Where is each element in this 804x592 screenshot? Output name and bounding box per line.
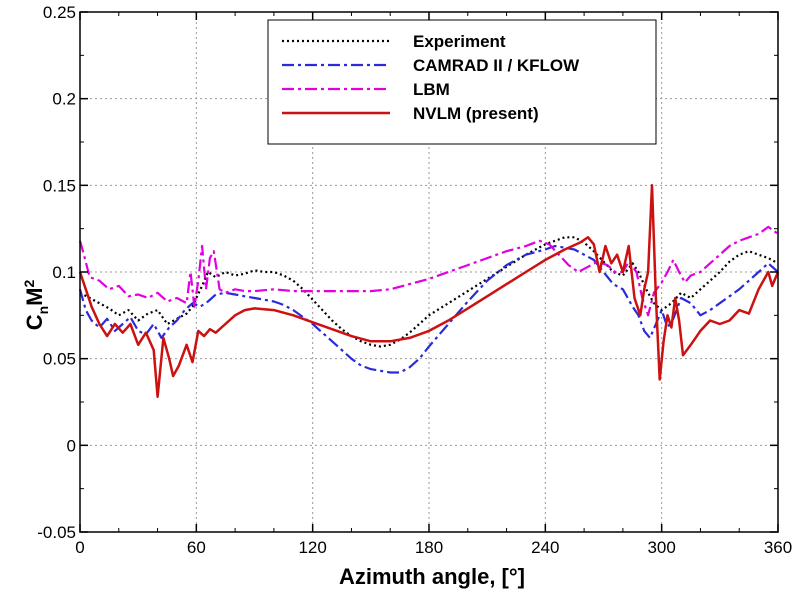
legend-label: NVLM (present) bbox=[413, 104, 539, 123]
x-tick-label: 360 bbox=[764, 538, 792, 557]
legend-label: LBM bbox=[413, 80, 450, 99]
y-axis-title: CnM2 bbox=[21, 280, 51, 331]
y-tick-label: 0.15 bbox=[43, 176, 76, 195]
y-tick-label: -0.05 bbox=[37, 523, 76, 542]
x-tick-label: 0 bbox=[75, 538, 84, 557]
svg-text:CnM2: CnM2 bbox=[21, 280, 51, 331]
x-tick-label: 180 bbox=[415, 538, 443, 557]
y-axis-title-main: C bbox=[22, 314, 47, 330]
series-line-nvlm-present bbox=[78, 184, 780, 399]
axis-ticks bbox=[79, 11, 779, 533]
y-axis-title-sub: n bbox=[35, 306, 51, 315]
x-tick-label: 240 bbox=[531, 538, 559, 557]
legend: Experiment CAMRAD II / KFLOW LBM NVLM (pres… bbox=[267, 19, 657, 145]
x-tick-labels: 0 60 120 180 240 300 360 bbox=[75, 538, 792, 557]
legend-label: CAMRAD II / KFLOW bbox=[413, 56, 580, 75]
y-axis-title-main2: M bbox=[22, 288, 47, 306]
y-tick-label: 0.25 bbox=[43, 3, 76, 22]
y-tick-labels: -0.05 0 0.05 0.1 0.15 0.2 0.25 bbox=[37, 3, 76, 542]
y-tick-label: 0.05 bbox=[43, 350, 76, 369]
y-tick-label: 0 bbox=[67, 436, 76, 455]
legend-label: Experiment bbox=[413, 32, 506, 51]
x-tick-label: 120 bbox=[298, 538, 326, 557]
series-line-experiment bbox=[79, 236, 779, 348]
series-line-lbm bbox=[78, 225, 779, 317]
x-tick-label: 60 bbox=[187, 538, 206, 557]
y-tick-label: 0.2 bbox=[52, 90, 76, 109]
x-axis-title: Azimuth angle, [°] bbox=[339, 564, 525, 589]
x-tick-label: 300 bbox=[647, 538, 675, 557]
y-tick-label: 0.1 bbox=[52, 263, 76, 282]
series-lines bbox=[78, 184, 780, 399]
y-axis-title-sup: 2 bbox=[21, 280, 37, 288]
